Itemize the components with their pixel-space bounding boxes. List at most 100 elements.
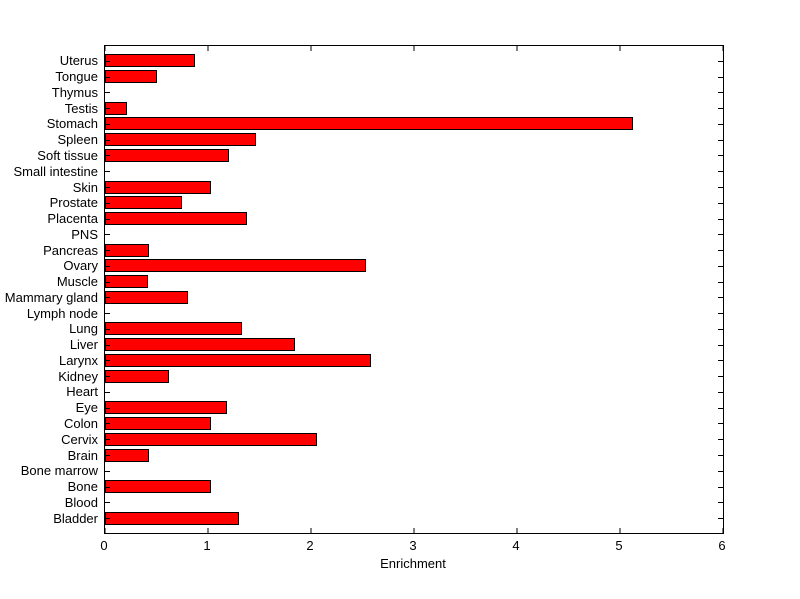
- y-axis-tick-mark-right: [718, 234, 723, 236]
- bar: [105, 480, 212, 494]
- y-axis-tick-mark-right: [718, 139, 723, 141]
- y-axis-tick-label: Colon: [64, 415, 98, 431]
- bar: [105, 416, 212, 430]
- bar: [105, 196, 183, 210]
- y-axis-tick-mark-left: [105, 139, 110, 141]
- bar-row: Lymph node: [27, 305, 723, 321]
- y-axis-tick-mark-right: [718, 108, 723, 110]
- bar: [105, 259, 366, 273]
- y-axis-tick-label: Stomach: [46, 116, 98, 132]
- y-axis-tick-mark-right: [718, 518, 723, 520]
- x-axis-tick-label: 1: [203, 538, 211, 553]
- bar-row: Bone marrow: [21, 463, 723, 479]
- y-axis-tick-mark-left: [105, 60, 110, 62]
- bar: [105, 369, 169, 383]
- y-axis-tick-mark-left: [105, 250, 110, 252]
- y-axis-tick-mark-left: [105, 328, 110, 330]
- bar: [105, 70, 157, 84]
- bar: [105, 401, 227, 415]
- y-axis-tick-mark-left: [105, 108, 110, 110]
- x-axis-tick-mark: [619, 528, 621, 533]
- bar: [105, 448, 150, 462]
- y-axis-tick-mark-left: [105, 470, 110, 472]
- y-axis-tick-mark-right: [718, 92, 723, 94]
- x-axis-title: Enrichment: [380, 556, 446, 571]
- y-axis-tick-mark-right: [718, 76, 723, 78]
- y-axis-tick-mark-left: [105, 407, 110, 409]
- bar-row: Ovary: [63, 258, 723, 274]
- x-axis-tick-label: 2: [306, 538, 314, 553]
- x-axis-tick-mark: [310, 46, 312, 51]
- y-axis-tick-mark-right: [718, 423, 723, 425]
- x-axis-tick-mark: [413, 46, 415, 51]
- x-axis-tick-mark: [413, 528, 415, 533]
- y-axis-tick-label: Uterus: [59, 53, 98, 69]
- bar-rows: Uterus Tongue Thymus Testis Stomach Sple…: [5, 46, 723, 533]
- y-axis-tick-label: Heart: [66, 384, 98, 400]
- y-axis-tick-label: Tongue: [55, 69, 98, 85]
- y-axis-tick-mark-left: [105, 234, 110, 236]
- y-axis-tick-mark-left: [105, 344, 110, 346]
- y-axis-tick-label: Cervix: [61, 431, 98, 447]
- y-axis-tick-mark-left: [105, 313, 110, 315]
- x-axis-tick-label: 0: [100, 538, 108, 553]
- y-axis-tick-mark-right: [718, 470, 723, 472]
- bar: [105, 54, 195, 68]
- bar-row: Muscle: [57, 274, 723, 290]
- bar: [105, 275, 149, 289]
- bar-row: Mammary gland: [5, 289, 723, 305]
- y-axis-tick-mark-right: [718, 60, 723, 62]
- y-axis-tick-label: Bone: [67, 479, 98, 495]
- y-axis-tick-mark-right: [718, 328, 723, 330]
- bar-row: Skin: [73, 179, 723, 195]
- x-axis-tick-label: 6: [718, 538, 726, 553]
- y-axis-tick-label: Testis: [64, 100, 98, 116]
- y-axis-tick-mark-right: [718, 376, 723, 378]
- x-axis-tick-mark: [722, 528, 724, 533]
- y-axis-tick-mark-right: [718, 202, 723, 204]
- bar-row: Eye: [76, 400, 723, 416]
- y-axis-tick-mark-right: [718, 155, 723, 157]
- y-axis-tick-label: Spleen: [57, 132, 98, 148]
- y-axis-tick-label: Lung: [69, 321, 98, 337]
- bar-row: Spleen: [58, 132, 723, 148]
- x-axis-tick-mark: [310, 528, 312, 533]
- y-axis-tick-mark-left: [105, 376, 110, 378]
- y-axis-tick-mark-right: [718, 123, 723, 125]
- y-axis-tick-label: Mammary gland: [4, 289, 98, 305]
- y-axis-tick-mark-right: [718, 218, 723, 220]
- x-axis-tick-mark: [619, 46, 621, 51]
- y-axis-tick-label: Soft tissue: [37, 147, 98, 163]
- y-axis-tick-mark-right: [718, 360, 723, 362]
- bar: [105, 180, 212, 194]
- y-axis-tick-mark-left: [105, 391, 110, 393]
- bar-row: Bone: [68, 479, 723, 495]
- y-axis-tick-label: Muscle: [56, 274, 98, 290]
- bar-row: Blood: [65, 494, 723, 510]
- y-axis-tick-mark-left: [105, 502, 110, 504]
- y-axis-tick-mark-right: [718, 313, 723, 315]
- y-axis-tick-mark-left: [105, 486, 110, 488]
- bar-row: Soft tissue: [37, 148, 723, 164]
- bar-row: Prostate: [50, 195, 723, 211]
- x-axis-tick-label: 3: [409, 538, 417, 553]
- y-axis-tick-label: Lymph node: [26, 305, 98, 321]
- y-axis-tick-mark-left: [105, 218, 110, 220]
- bar-row: Placenta: [47, 211, 723, 227]
- y-axis-tick-mark-right: [718, 407, 723, 409]
- bar: [105, 290, 189, 304]
- y-axis-tick-mark-left: [105, 297, 110, 299]
- y-axis-tick-mark-left: [105, 281, 110, 283]
- y-axis-tick-mark-right: [718, 187, 723, 188]
- y-axis-tick-label: Small intestine: [13, 163, 98, 179]
- bar-row: Kidney: [58, 368, 723, 384]
- y-axis-tick-mark-right: [718, 344, 723, 346]
- x-axis-tick-mark: [516, 528, 518, 533]
- y-axis-tick-label: Kidney: [58, 368, 98, 384]
- y-axis-tick-mark-left: [105, 171, 110, 173]
- y-axis-tick-label: Thymus: [51, 84, 98, 100]
- y-axis-tick-mark-right: [718, 250, 723, 252]
- bar-row: Liver: [70, 337, 723, 353]
- y-axis-tick-label: Pancreas: [43, 242, 98, 258]
